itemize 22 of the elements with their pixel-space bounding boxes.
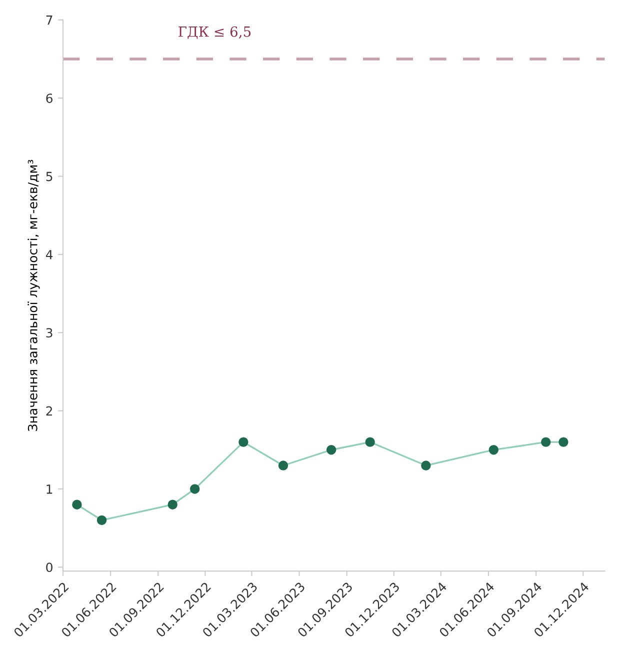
point [238, 437, 248, 447]
point [168, 500, 178, 510]
point [558, 437, 568, 447]
y-tick-label: 3 [46, 328, 52, 338]
y-tick-label: 7 [46, 16, 52, 25]
y-tick-label: 4 [46, 250, 53, 260]
point [365, 437, 375, 447]
point [541, 437, 551, 447]
y-tick-label: 0 [46, 562, 52, 572]
point [488, 445, 499, 455]
y-tick-label: 1 [46, 484, 52, 494]
point [72, 500, 82, 510]
y-tick-label: 6 [46, 94, 52, 104]
y-tick-label: 5 [46, 172, 52, 182]
point [421, 460, 431, 470]
point [278, 460, 288, 470]
point [96, 515, 107, 526]
ref-line-label: ГДК ≤ 6,5 [178, 26, 251, 39]
point [326, 445, 336, 455]
y-tick-label: 2 [46, 406, 52, 416]
y-axis-title: Значення загальної лужності, мг-екв/дм³ [28, 160, 40, 431]
point [190, 484, 200, 494]
